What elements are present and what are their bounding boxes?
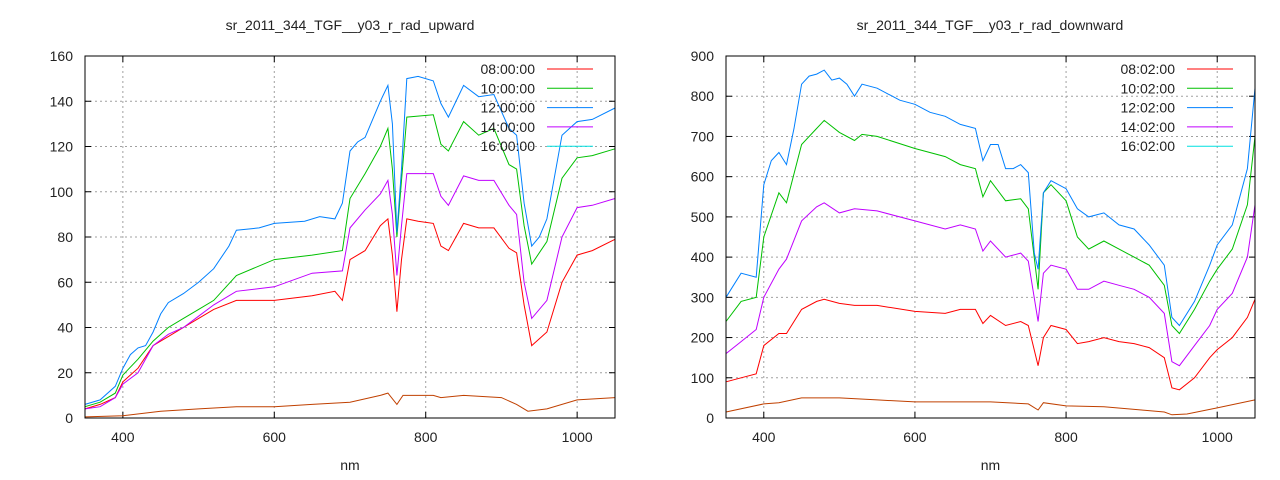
series-line-10-00-00	[84, 114, 616, 408]
chart-title: sr_2011_344_TGF__y03_r_rad_upward	[226, 17, 475, 33]
y-tick-label: 600	[691, 169, 715, 185]
series-line-10-02-00	[725, 119, 1256, 335]
y-tick-label: 60	[57, 274, 73, 290]
legend-label: 12:00:00	[481, 100, 536, 116]
x-tick-label: 600	[903, 429, 927, 445]
legend-label: 16:00:00	[481, 138, 536, 154]
legend-label: 08:02:00	[1121, 61, 1176, 77]
y-tick-label: 80	[57, 229, 73, 245]
y-tick-label: 20	[57, 365, 73, 381]
chart-title: sr_2011_344_TGF__y03_r_rad_downward	[857, 17, 1124, 33]
x-axis-label: nm	[981, 457, 1000, 473]
x-tick-label: 400	[111, 429, 135, 445]
legend-label: 14:00:00	[481, 119, 536, 135]
plot-frame	[725, 55, 1256, 419]
legend-label: 10:00:00	[481, 80, 536, 96]
y-tick-label: 900	[691, 48, 715, 64]
y-tick-label: 40	[57, 320, 73, 336]
series-line-16-02-00	[725, 397, 1256, 416]
x-tick-label: 1000	[1202, 429, 1233, 445]
series-line-08-00-00	[84, 217, 616, 410]
legend-label: 08:00:00	[481, 61, 536, 77]
series-line-08-02-00	[725, 298, 1256, 391]
x-tick-label: 800	[1054, 429, 1078, 445]
x-tick-label: 400	[752, 429, 776, 445]
x-tick-label: 1000	[562, 429, 593, 445]
legend-label: 10:02:00	[1121, 80, 1176, 96]
series-line-12-02-00	[725, 69, 1256, 327]
y-tick-label: 400	[691, 249, 715, 265]
series-line-14-00-00	[84, 173, 616, 410]
x-tick-label: 600	[263, 429, 287, 445]
y-tick-label: 700	[691, 128, 715, 144]
legend-label: 12:02:00	[1121, 100, 1176, 116]
y-tick-label: 140	[50, 93, 74, 109]
y-tick-label: 160	[50, 48, 74, 64]
series-line-12-00-00	[84, 75, 616, 405]
y-tick-label: 500	[691, 209, 715, 225]
x-axis-label: nm	[340, 457, 359, 473]
series-line-14-02-00	[725, 202, 1256, 367]
y-tick-label: 120	[50, 139, 74, 155]
y-tick-label: 800	[691, 88, 715, 104]
y-tick-label: 0	[706, 410, 714, 426]
legend-label: 14:02:00	[1121, 119, 1176, 135]
x-tick-label: 800	[414, 429, 438, 445]
series-line-16-00-00	[84, 392, 616, 418]
y-tick-label: 100	[691, 370, 715, 386]
plot-frame	[84, 55, 616, 419]
y-tick-label: 0	[65, 410, 73, 426]
y-tick-label: 100	[50, 184, 74, 200]
legend-label: 16:02:00	[1121, 138, 1176, 154]
y-tick-label: 200	[691, 330, 715, 346]
y-tick-label: 300	[691, 289, 715, 305]
